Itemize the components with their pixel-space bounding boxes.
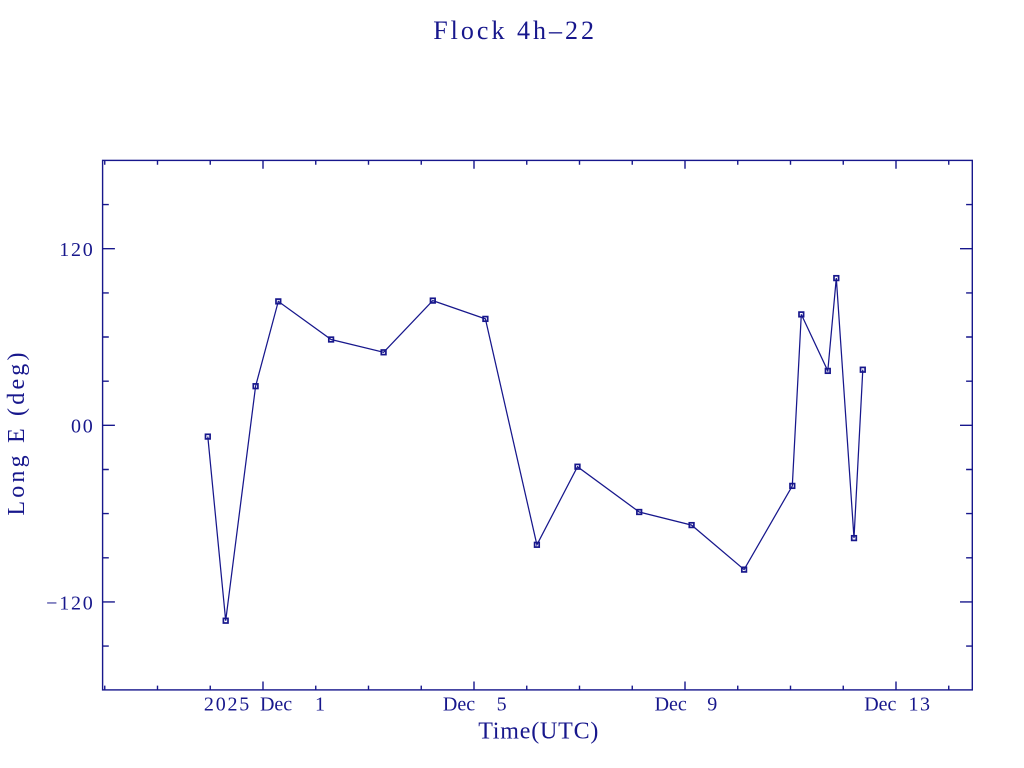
svg-text:13: 13 [909,694,932,716]
svg-text:120: 120 [59,239,94,261]
svg-text:Dec: Dec [443,694,475,716]
svg-text:9: 9 [707,694,717,716]
svg-text:Long E (deg): Long E (deg) [4,349,30,515]
svg-text:Dec: Dec [260,694,292,716]
svg-text:Dec: Dec [864,694,896,716]
svg-text:1: 1 [315,694,325,716]
svg-text:2025: 2025 [204,694,251,716]
svg-text:Flock 4h–22: Flock 4h–22 [433,16,597,45]
svg-text:−120: −120 [46,592,94,614]
svg-text:Time(UTC): Time(UTC) [478,719,599,745]
svg-text:00: 00 [71,416,95,438]
svg-text:Dec: Dec [655,694,687,716]
svg-text:5: 5 [497,694,507,716]
